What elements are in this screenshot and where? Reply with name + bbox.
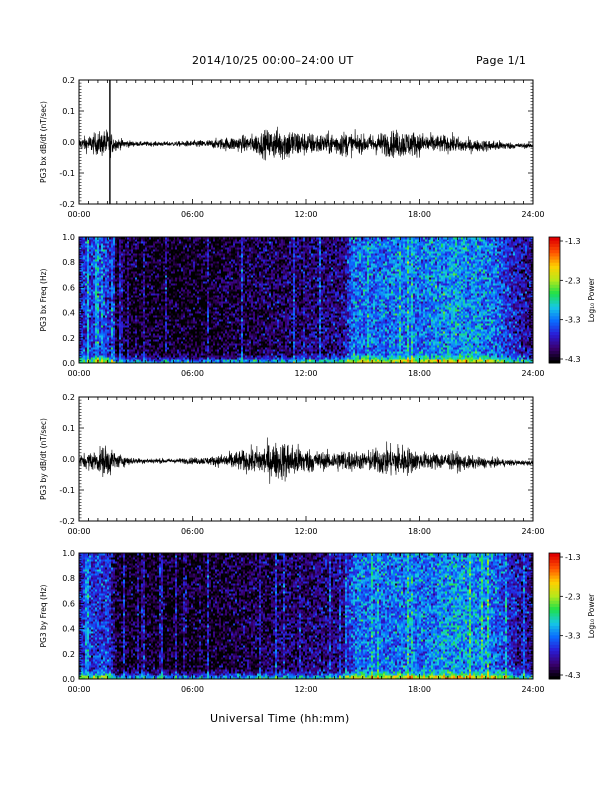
x-tick-label: 18:00: [408, 210, 431, 219]
spectrogram-cells: [79, 553, 533, 679]
colorbar-tick-label: -1.3: [565, 237, 581, 246]
panel-4: 00:00 06:00 12:00 18:00 24:00 1.0 0.8 0.6 0.4 0.2…: [39, 549, 545, 694]
panel-3: 00:00 06:00 12:00 18:00 24:00 0.2 0.1 0.0 -0.1 -0…: [39, 393, 545, 536]
x-axis-title: Universal Time (hh:mm): [210, 712, 350, 725]
colorbar-tick-label: -2.3: [565, 592, 581, 601]
y-tick-label: 0.6: [62, 283, 75, 292]
y-tick-label: 0.2: [62, 393, 75, 402]
panel-2: 00:00 06:00 12:00 18:00 24:00 1.0 0.8 0.6 0.4 0.2…: [39, 233, 545, 378]
x-tick-label: 18:00: [408, 685, 431, 694]
x-tick-label: 06:00: [181, 527, 204, 536]
y-tick-label: 0.1: [62, 107, 75, 116]
colorbar-tick-label: -1.3: [565, 553, 581, 562]
stacked-chart-figure: 00:00 06:00 12:00 18:00 24:00 0.2 0.1 0.0 -0.1 -0…: [0, 0, 612, 792]
x-tick-label: 00:00: [67, 527, 90, 536]
y-axis-title: PG3 bx dB/dt (nT/sec): [39, 101, 48, 183]
colorbar-4: -1.3 -2.3 -3.3 -4.3 Log₁₀ Power: [549, 553, 596, 680]
colorbar-tick-label: -3.3: [565, 632, 581, 641]
y-tick-label: -0.1: [59, 169, 75, 178]
waveform-trace: [79, 438, 533, 484]
x-tick-label: 12:00: [294, 685, 317, 694]
x-tick-label: 12:00: [294, 210, 317, 219]
x-tick-label: 18:00: [408, 369, 431, 378]
y-tick-label: -0.1: [59, 486, 75, 495]
y-axis-title: PG3 bx Freq (Hz): [39, 268, 48, 331]
colorbar-tick-label: -4.3: [565, 671, 581, 680]
y-tick-label: -0.2: [59, 517, 75, 526]
spectrogram-cells: [79, 237, 533, 363]
x-tick-label: 06:00: [181, 210, 204, 219]
x-tick-label: 00:00: [67, 210, 90, 219]
x-tick-label: 12:00: [294, 369, 317, 378]
y-tick-label: 0.8: [62, 574, 75, 583]
x-tick-label: 24:00: [521, 685, 544, 694]
y-tick-label: 1.0: [62, 233, 75, 242]
y-tick-label: 0.6: [62, 599, 75, 608]
y-tick-label: 0.2: [62, 650, 75, 659]
x-tick-label: 24:00: [521, 369, 544, 378]
x-tick-label: 12:00: [294, 527, 317, 536]
x-tick-label: 06:00: [181, 685, 204, 694]
x-tick-label: 18:00: [408, 527, 431, 536]
colorbar-tick-label: -2.3: [565, 276, 581, 285]
x-tick-label: 06:00: [181, 369, 204, 378]
y-tick-label: 0.0: [62, 138, 75, 147]
x-tick-label: 24:00: [521, 210, 544, 219]
y-axis-title: PG3 by Freq (Hz): [39, 584, 48, 647]
y-tick-label: 0.0: [62, 359, 75, 368]
colorbar-tick-label: -3.3: [565, 316, 581, 325]
waveform-trace: [79, 127, 533, 161]
y-tick-label: 0.8: [62, 258, 75, 267]
y-axis-title: PG3 by dB/dt (nT/sec): [39, 418, 48, 500]
x-tick-label: 00:00: [67, 369, 90, 378]
x-tick-label: 00:00: [67, 685, 90, 694]
y-tick-label: 1.0: [62, 549, 75, 558]
y-tick-label: 0.4: [62, 625, 75, 634]
colorbar-title: Log₁₀ Power: [587, 593, 596, 638]
y-tick-label: -0.2: [59, 200, 75, 209]
y-tick-label: 0.0: [62, 455, 75, 464]
colorbar-title: Log₁₀ Power: [587, 277, 596, 322]
y-tick-label: 0.2: [62, 76, 75, 85]
y-tick-label: 0.2: [62, 334, 75, 343]
colorbar-2: -1.3 -2.3 -3.3 -4.3 Log₁₀ Power: [549, 237, 596, 364]
x-tick-label: 24:00: [521, 527, 544, 536]
y-tick-label: 0.1: [62, 424, 75, 433]
y-tick-label: 0.4: [62, 309, 75, 318]
panel-1: 00:00 06:00 12:00 18:00 24:00 0.2 0.1 0.0 -0.1 -0…: [39, 76, 545, 219]
colorbar-tick-label: -4.3: [565, 355, 581, 364]
y-tick-label: 0.0: [62, 675, 75, 684]
